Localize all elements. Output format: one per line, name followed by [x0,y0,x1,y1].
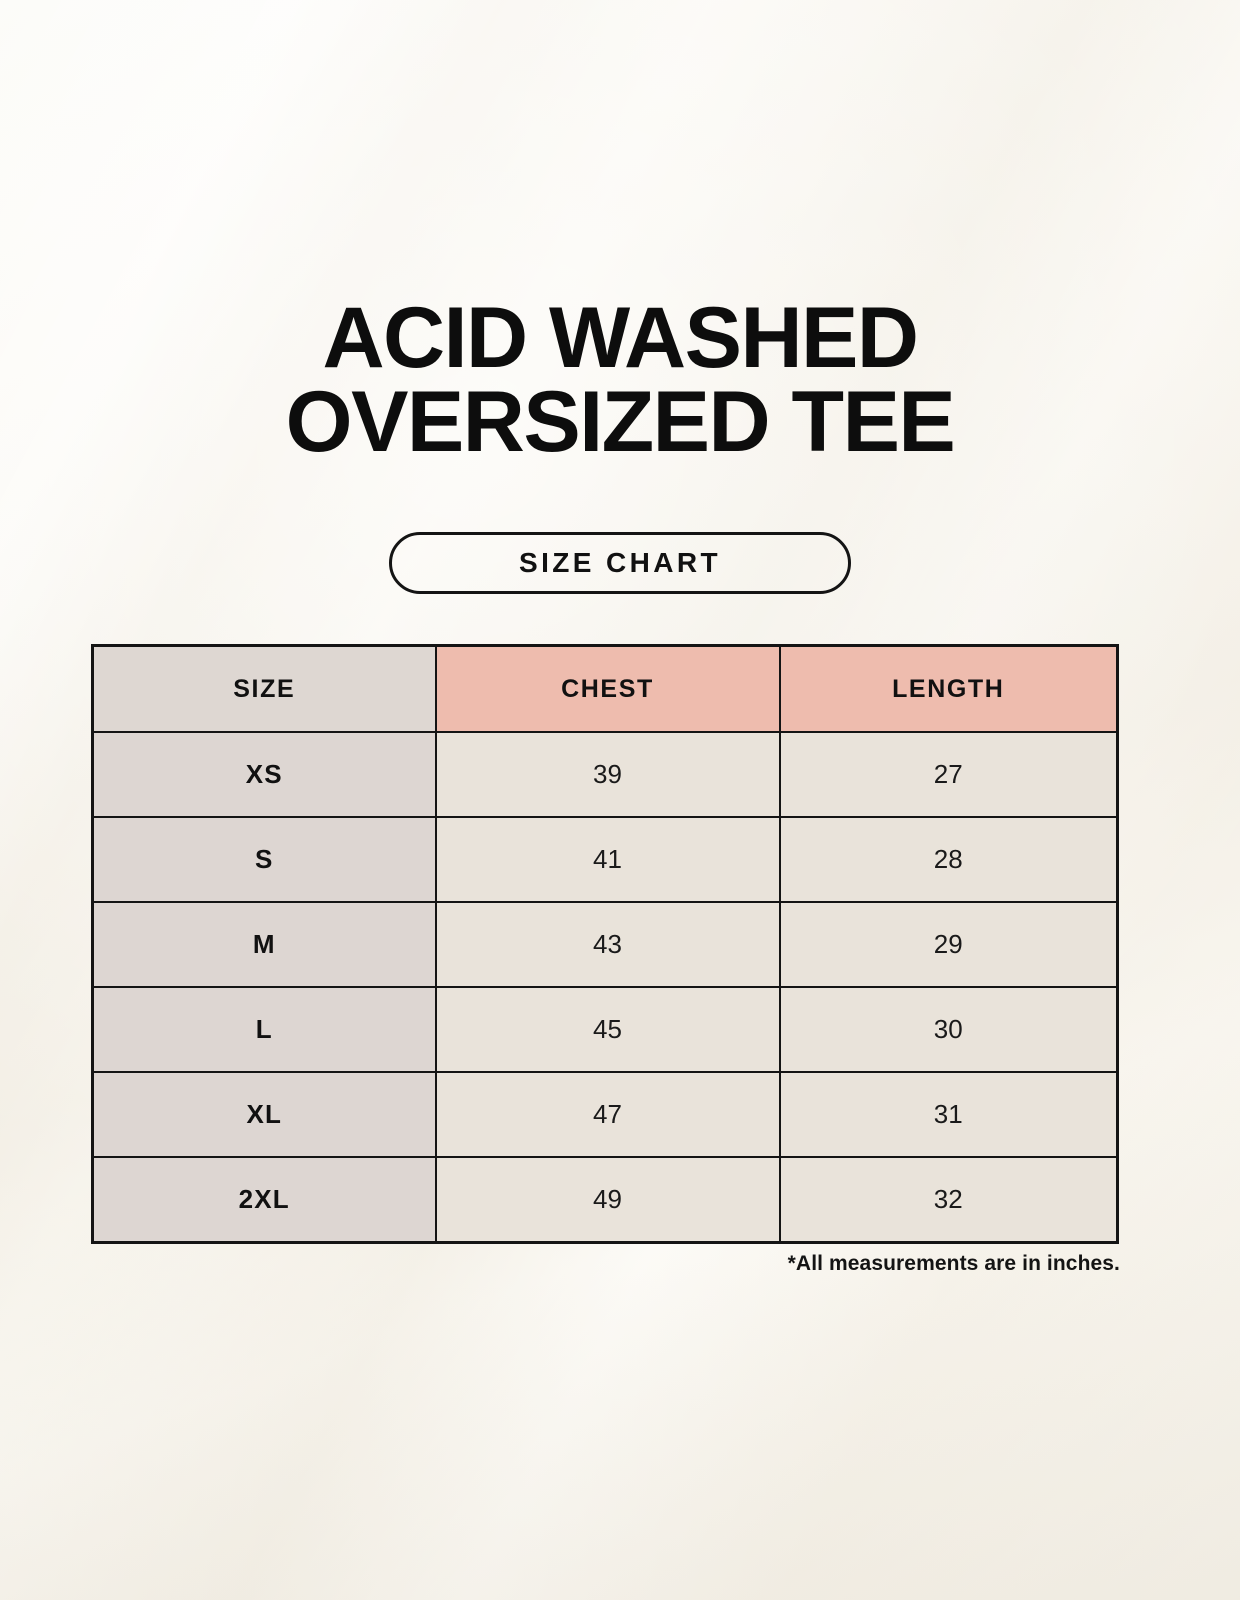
cell-size: M [91,901,437,988]
cell-size: XL [91,1071,437,1158]
table-header-row: SIZE CHEST LENGTH [91,644,1119,733]
table-row: L 45 30 [91,986,1119,1073]
table-row: XL 47 31 [91,1071,1119,1158]
cell-chest: 47 [434,1071,781,1158]
page-title-line-1: ACID WASHED [322,290,919,386]
size-chart-table-body: XS 39 27 S 41 28 M 43 29 L 45 30 [91,731,1119,1243]
column-header-length: LENGTH [778,644,1119,733]
cell-size: XS [91,731,437,818]
page-title: ACID WASHED OVERSIZED TEE [0,290,1240,470]
cell-chest: 39 [434,731,781,818]
cell-length: 27 [778,731,1119,818]
page-title-line-2: OVERSIZED TEE [285,374,956,470]
cell-length: 29 [778,901,1119,988]
measurement-units-note: *All measurements are in inches. [787,1252,1120,1275]
table-row: 2XL 49 32 [91,1156,1119,1243]
cell-chest: 49 [434,1156,781,1243]
cell-length: 30 [778,986,1119,1073]
size-chart-table-container: SIZE CHEST LENGTH XS 39 27 S 41 28 M [91,644,1119,1244]
size-chart-badge: SIZE CHART [389,532,851,594]
cell-size: L [91,986,437,1073]
cell-chest: 41 [434,816,781,903]
cell-size: 2XL [91,1156,437,1243]
cell-chest: 45 [434,986,781,1073]
cell-length: 31 [778,1071,1119,1158]
size-chart-table: SIZE CHEST LENGTH XS 39 27 S 41 28 M [91,644,1119,1244]
column-header-size: SIZE [91,644,437,733]
cell-length: 32 [778,1156,1119,1243]
table-row: XS 39 27 [91,731,1119,818]
size-chart-badge-container: SIZE CHART [0,532,1240,594]
size-chart-table-head: SIZE CHEST LENGTH [91,644,1119,733]
cell-chest: 43 [434,901,781,988]
table-row: M 43 29 [91,901,1119,988]
table-row: S 41 28 [91,816,1119,903]
cell-size: S [91,816,437,903]
cell-length: 28 [778,816,1119,903]
column-header-chest: CHEST [434,644,781,733]
